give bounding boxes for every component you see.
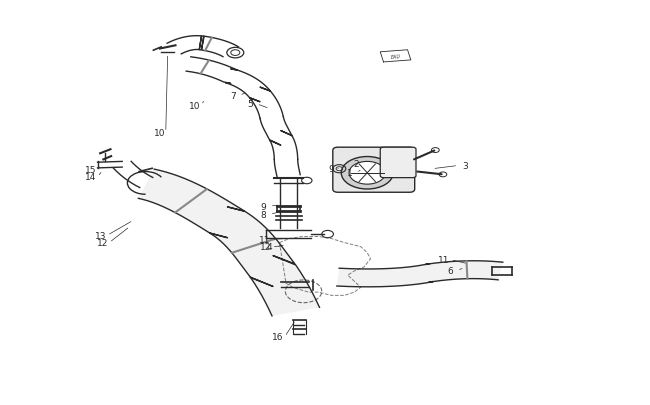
- Text: 7: 7: [230, 92, 235, 100]
- Text: 11: 11: [259, 235, 271, 244]
- Text: 14: 14: [85, 173, 97, 182]
- Text: 9: 9: [261, 202, 266, 211]
- Circle shape: [439, 173, 447, 177]
- Text: 4: 4: [267, 243, 272, 252]
- Text: 6: 6: [448, 266, 453, 275]
- Text: 15: 15: [85, 166, 97, 175]
- FancyBboxPatch shape: [380, 148, 416, 178]
- Polygon shape: [337, 261, 503, 287]
- Text: 5: 5: [248, 100, 253, 109]
- Text: 9: 9: [329, 164, 334, 173]
- Text: 12: 12: [259, 243, 271, 252]
- Circle shape: [341, 157, 393, 190]
- Text: 2: 2: [354, 160, 359, 168]
- Text: 10: 10: [189, 102, 201, 111]
- Text: EAU: EAU: [391, 54, 401, 60]
- Text: 11: 11: [438, 256, 450, 264]
- Text: 8: 8: [261, 210, 266, 219]
- Text: 1: 1: [347, 169, 352, 178]
- Circle shape: [432, 148, 439, 153]
- Polygon shape: [138, 170, 320, 316]
- Text: 3: 3: [462, 162, 467, 171]
- FancyBboxPatch shape: [333, 148, 415, 193]
- Text: 12: 12: [97, 239, 109, 247]
- Text: 13: 13: [95, 231, 107, 240]
- Circle shape: [349, 162, 385, 185]
- Text: 16: 16: [272, 333, 284, 341]
- Text: 10: 10: [153, 128, 165, 137]
